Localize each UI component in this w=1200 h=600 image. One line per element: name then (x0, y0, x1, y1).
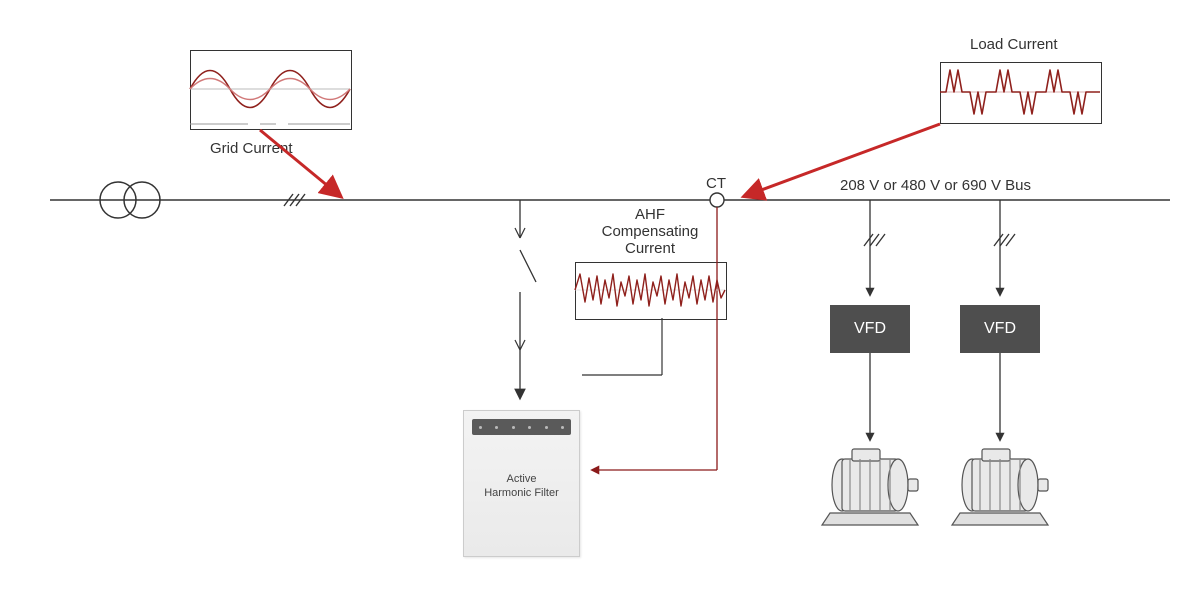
vfd-box-2: VFD (960, 305, 1040, 353)
grid-current-waveform-box (190, 50, 352, 130)
vfd-box-1: VFD (830, 305, 910, 353)
ahf-comp-line2: Compensating (602, 223, 699, 240)
ct-label: CT (706, 175, 726, 192)
vfd-label-2: VFD (984, 320, 1016, 338)
ahf-device-label: Active Harmonic Filter (464, 473, 579, 501)
ahf-comp-line1: AHF (635, 206, 665, 223)
active-harmonic-filter-diagram: VFD VFD Active Harmonic Filter Grid Curr… (0, 0, 1200, 600)
vfd-label-1: VFD (854, 320, 886, 338)
transformer-secondary-icon (124, 182, 160, 218)
load-current-waveform-box (940, 62, 1102, 124)
ahf-terminal-strip (472, 419, 571, 435)
ahf-device-label-line2: Harmonic Filter (484, 487, 559, 499)
ahf-wavebox-connector (582, 318, 662, 375)
bus-spec-label: 208 V or 480 V or 690 V Bus (840, 177, 1031, 194)
ct-icon (710, 193, 724, 207)
ahf-device: Active Harmonic Filter (463, 410, 580, 557)
ahf-compensating-waveform-box (575, 262, 727, 320)
three-phase-marker-bus (284, 194, 305, 206)
motor-icon-1 (822, 449, 918, 525)
ahf-comp-line3: Current (625, 240, 675, 257)
ahf-branch (515, 200, 536, 398)
ahf-compensating-label: AHF Compensating Current (580, 206, 720, 257)
load-current-label: Load Current (970, 36, 1058, 53)
grid-current-label: Grid Current (210, 140, 293, 157)
ahf-device-label-line1: Active (507, 473, 537, 485)
transformer-primary-icon (100, 182, 136, 218)
motor-icon-2 (952, 449, 1048, 525)
